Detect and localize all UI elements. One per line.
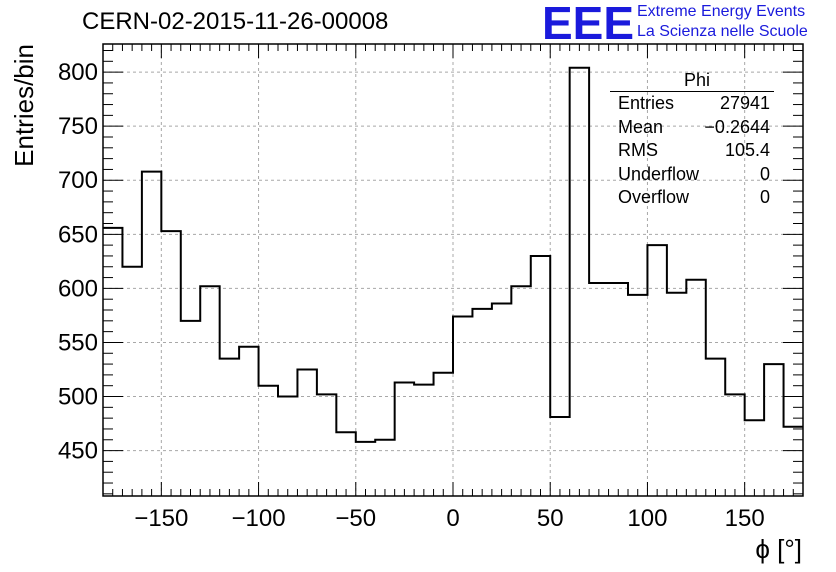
x-tick-label: 100 <box>627 505 667 532</box>
stats-label: Entries <box>618 93 675 113</box>
stats-row-underflow: Underflow 0 <box>610 163 774 187</box>
stats-label: RMS <box>618 140 658 160</box>
y-tick-label: 750 <box>58 113 98 140</box>
y-tick-label: 800 <box>58 59 98 86</box>
chart-title: CERN-02-2015-11-26-00008 <box>82 8 389 35</box>
y-tick-label: 700 <box>58 167 98 194</box>
logo-caption-line1: Extreme Energy Events <box>637 3 806 20</box>
x-tick-label: 150 <box>725 505 765 532</box>
stats-value: 0 <box>759 187 770 207</box>
stats-label: Overflow <box>618 187 690 207</box>
x-tick-label: 50 <box>537 505 564 532</box>
x-axis-label: ϕ [°] <box>755 534 802 564</box>
y-tick-labels: 450 500 550 600 650 700 750 800 <box>58 59 98 464</box>
y-tick-label: 650 <box>58 221 98 248</box>
x-tick-label: 0 <box>446 505 459 532</box>
stats-value: 27941 <box>719 93 770 113</box>
y-tick-label: 600 <box>58 275 98 302</box>
stats-row-mean: Mean −0.2644 <box>610 116 774 140</box>
histogram-line <box>103 66 803 443</box>
stats-box: Phi Entries 27941 Mean −0.2644 RMS 105.4… <box>610 70 774 210</box>
stats-label: Mean <box>618 116 664 137</box>
stats-value: −0.2644 <box>704 116 770 137</box>
y-axis-label: Entries/bin <box>9 44 39 167</box>
plot-frame <box>102 43 804 497</box>
logo-caption: Extreme Energy Events La Scienza nelle S… <box>637 2 808 42</box>
stats-row-rms: RMS 105.4 <box>610 139 774 163</box>
stats-value: 105.4 <box>724 140 770 160</box>
eee-logo: EEE <box>542 0 635 49</box>
x-tick-label: −50 <box>335 505 376 532</box>
x-tick-label: −100 <box>232 505 286 532</box>
x-tick-labels: −150 −100 −50 0 50 100 150 <box>134 505 764 532</box>
stats-value: 0 <box>759 163 770 184</box>
logo-caption-line2: La Scienza nelle Scuole <box>637 23 808 40</box>
y-tick-label: 450 <box>58 438 98 465</box>
y-tick-label: 550 <box>58 329 98 356</box>
stats-row-entries: Entries 27941 <box>610 92 774 116</box>
stats-label: Underflow <box>618 163 700 184</box>
y-tick-label: 500 <box>58 384 98 411</box>
x-tick-label: −150 <box>134 505 188 532</box>
stats-box-title: Phi <box>610 70 774 92</box>
axis-ticks <box>103 44 803 496</box>
stats-row-overflow: Overflow 0 <box>610 186 774 210</box>
